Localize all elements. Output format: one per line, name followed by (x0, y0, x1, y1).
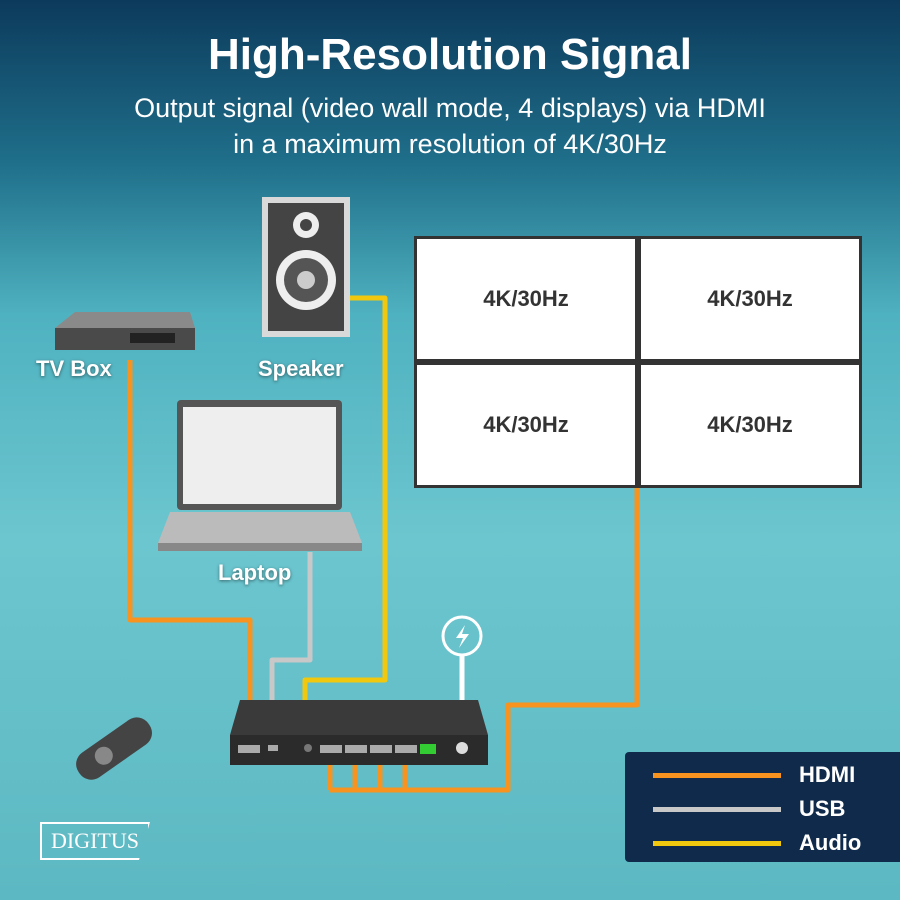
legend: HDMI USB Audio (625, 752, 900, 862)
laptop-label: Laptop (218, 560, 292, 585)
video-wall-controller-icon (230, 700, 488, 765)
legend-audio-label: Audio (799, 830, 862, 855)
legend-usb-label: USB (799, 796, 846, 821)
hdmi-cable-videowall (330, 488, 640, 793)
hdmi-swatch (653, 772, 781, 778)
tv-box-label: TV Box (36, 356, 112, 381)
subtitle-line-2: in a maximum resolution of 4K/30Hz (233, 129, 667, 159)
audio-swatch (653, 840, 781, 846)
legend-hdmi-label: HDMI (799, 762, 856, 787)
speaker-icon (262, 197, 350, 337)
laptop-icon (158, 400, 362, 551)
digitus-logo: DIGITUS (40, 822, 150, 860)
display-2: 4K/30Hz (638, 236, 862, 362)
remote-control-icon (76, 717, 152, 780)
legend-audio: Audio (653, 830, 861, 856)
display-3: 4K/30Hz (414, 362, 638, 488)
legend-hdmi: HDMI (653, 762, 855, 788)
subtitle-line-1: Output signal (video wall mode, 4 displa… (134, 93, 766, 123)
display-4: 4K/30Hz (638, 362, 862, 488)
display-1: 4K/30Hz (414, 236, 638, 362)
power-icon (441, 615, 483, 657)
legend-usb: USB (653, 796, 845, 822)
hdmi-cable-tvbox (127, 360, 253, 752)
tv-box-icon (55, 312, 195, 350)
usb-swatch (653, 806, 781, 812)
page-title: High-Resolution Signal (208, 30, 692, 79)
speaker-label: Speaker (258, 356, 344, 381)
